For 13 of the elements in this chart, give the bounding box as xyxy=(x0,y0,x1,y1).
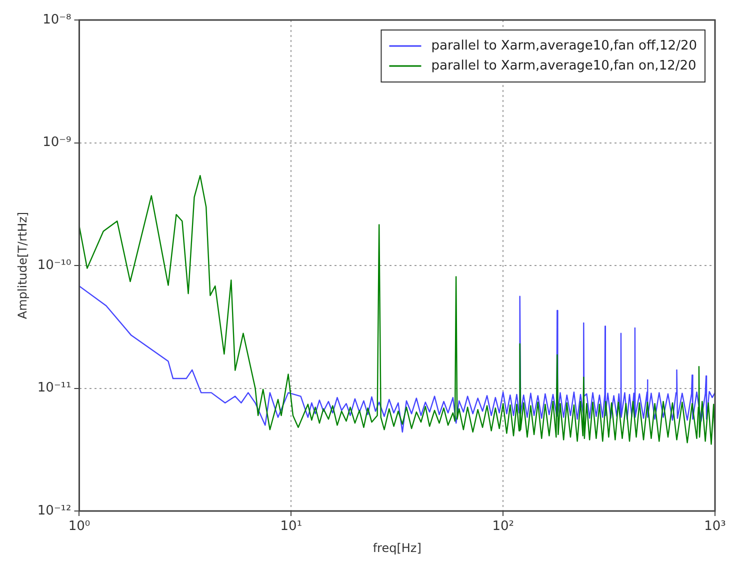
y-tick-label: 10⁻⁹ xyxy=(42,135,72,150)
x-axis-title: freq[Hz] xyxy=(372,540,422,555)
y-tick-label: 10⁻¹² xyxy=(37,503,72,518)
x-tick-label: 10² xyxy=(492,519,514,534)
x-tick-label: 10⁰ xyxy=(68,519,90,534)
y-tick-label: 10⁻⁸ xyxy=(42,12,72,28)
legend-label: parallel to Xarm,average10,fan off,12/20 xyxy=(431,38,698,54)
legend-label: parallel to Xarm,average10,fan on,12/20 xyxy=(431,58,696,74)
y-axis-title: Amplitude[T/rtHz] xyxy=(15,212,30,320)
x-tick-label: 10¹ xyxy=(280,519,302,534)
x-tick-label: 10³ xyxy=(704,519,726,534)
y-tick-label: 10⁻¹¹ xyxy=(37,380,72,396)
y-tick-label: 10⁻¹⁰ xyxy=(37,258,72,273)
